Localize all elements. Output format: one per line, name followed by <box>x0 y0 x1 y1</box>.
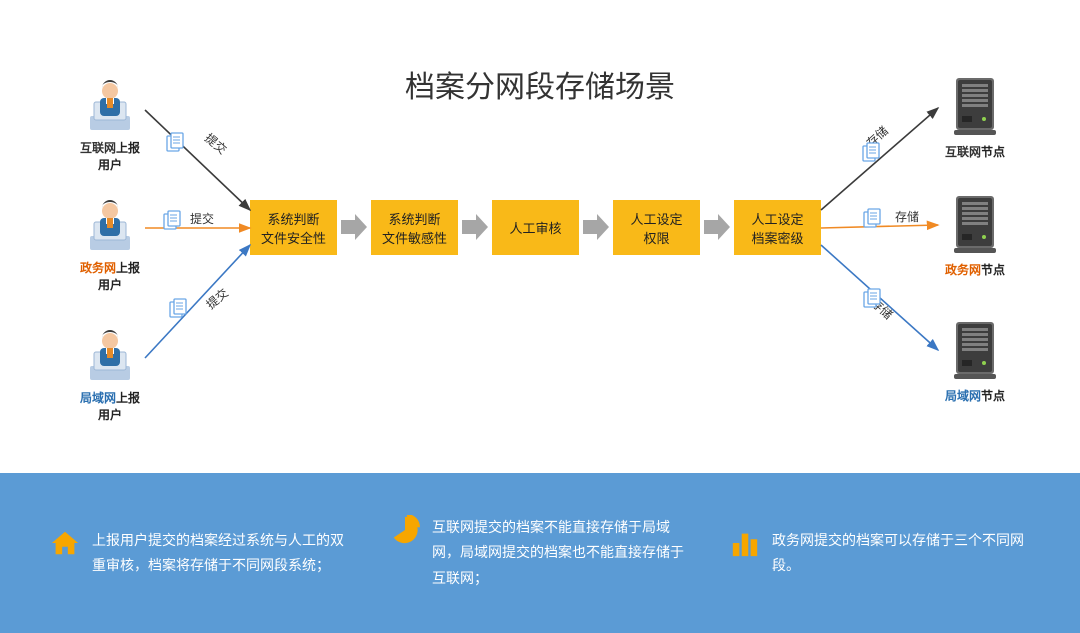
document-icon <box>165 132 187 159</box>
document-icon <box>862 208 884 235</box>
edge-label: 提交 <box>190 210 214 227</box>
footer-note-text: 互联网提交的档案不能直接存储于局域网，局域网提交的档案也不能直接存储于互联网； <box>432 515 690 591</box>
footer-panel: 上报用户提交的档案经过系统与人工的双重审核，档案将存储于不同网段系统； 互联网提… <box>0 473 1080 633</box>
house-icon <box>50 528 80 558</box>
document-icon <box>861 142 883 169</box>
footer-note-text: 上报用户提交的档案经过系统与人工的双重审核，档案将存储于不同网段系统； <box>92 528 350 578</box>
footer-note-text: 政务网提交的档案可以存储于三个不同网段。 <box>772 528 1030 578</box>
edge-label: 存储 <box>895 208 919 225</box>
bars-icon <box>730 528 760 558</box>
pie-icon <box>390 515 420 545</box>
footer-note: 互联网提交的档案不能直接存储于局域网，局域网提交的档案也不能直接存储于互联网； <box>390 515 690 591</box>
document-icon <box>162 210 184 237</box>
document-icon <box>168 298 190 325</box>
footer-note: 政务网提交的档案可以存储于三个不同网段。 <box>730 528 1030 578</box>
diagram-canvas: 档案分网段存储场景 互联网上报用户 政务网上报用户 局域网上报用户 <box>0 0 1080 633</box>
footer-note: 上报用户提交的档案经过系统与人工的双重审核，档案将存储于不同网段系统； <box>50 528 350 578</box>
document-icon <box>862 288 884 315</box>
